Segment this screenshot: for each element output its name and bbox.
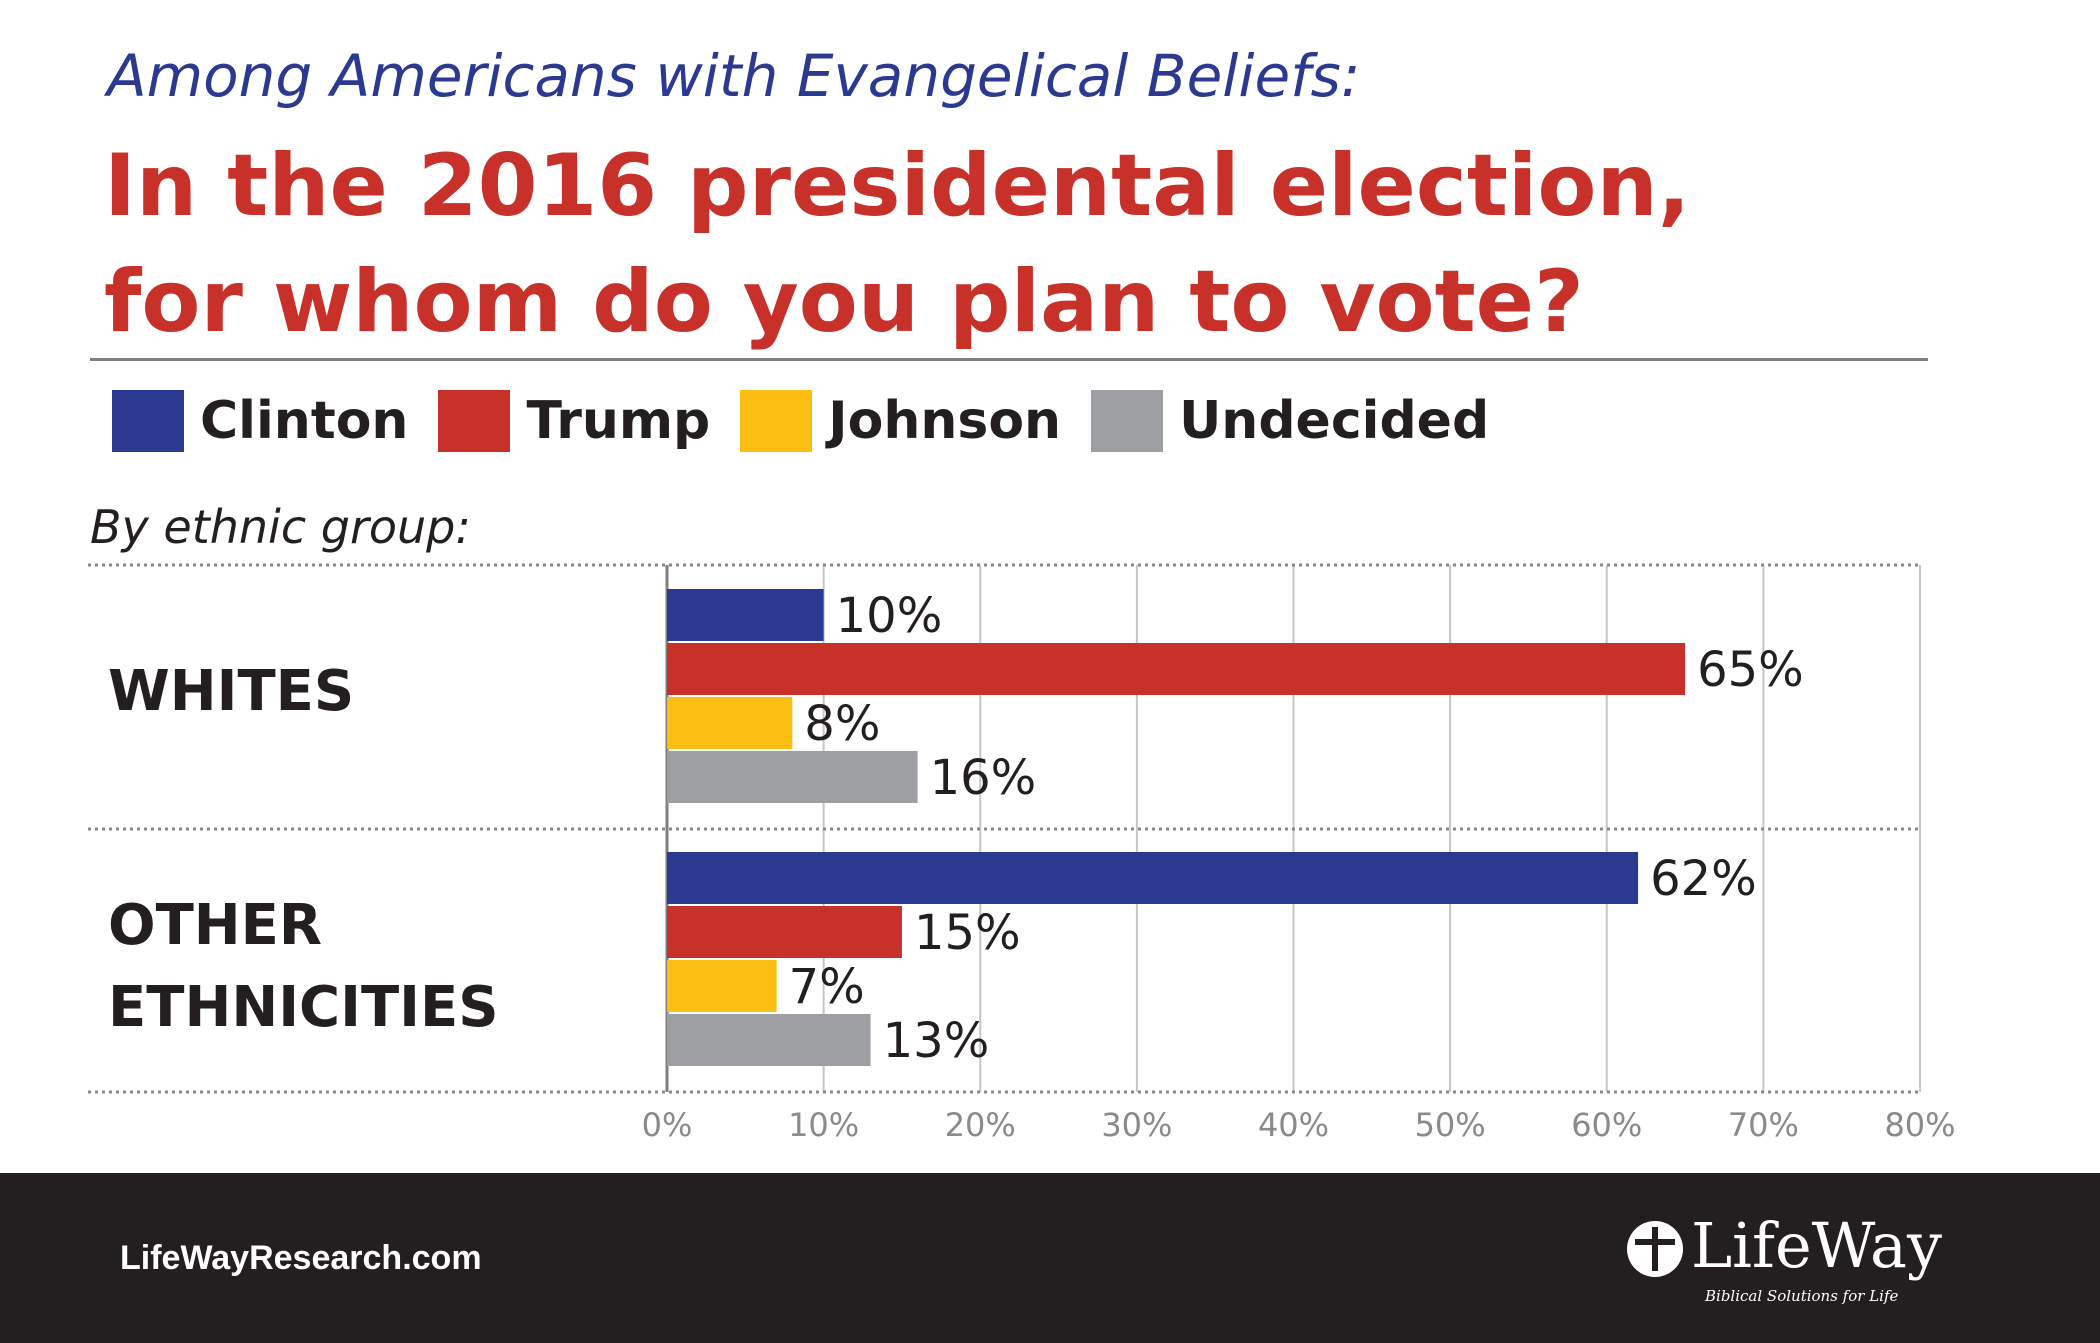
x-tick-label: 0%	[642, 1106, 693, 1144]
x-tick-label: 10%	[788, 1106, 859, 1144]
legend-label-johnson: Johnson	[828, 391, 1062, 451]
lifeway-logo: LifeWay Biblical Solutions for Life	[1625, 1209, 1942, 1313]
x-tick-label: 50%	[1415, 1106, 1486, 1144]
title-divider	[90, 358, 1928, 361]
bar-undecided-1	[667, 1014, 871, 1066]
bar-johnson-1	[667, 960, 777, 1012]
title-line-2: for whom do you plan to vote?	[104, 252, 1584, 352]
x-tick-label: 70%	[1728, 1106, 1799, 1144]
group-caption: By ethnic group:	[90, 500, 471, 554]
logo-mark-icon	[1627, 1221, 1683, 1277]
legend-item-clinton: Clinton	[112, 390, 408, 452]
bar-undecided-0	[667, 751, 918, 803]
legend-label-undecided: Undecided	[1179, 391, 1490, 451]
footer: LifeWayResearch.com LifeWay Biblical Sol…	[0, 1173, 2100, 1343]
data-label: 16%	[930, 750, 1037, 806]
chart-subtitle: Among Americans with Evangelical Beliefs…	[107, 42, 1361, 110]
footer-url: LifeWayResearch.com	[120, 1239, 482, 1277]
category-label-whites: WHITES	[108, 659, 354, 724]
logo-wordmark: LifeWay	[1691, 1209, 1942, 1282]
x-tick-label: 30%	[1101, 1106, 1172, 1144]
data-label: 62%	[1650, 851, 1757, 907]
x-tick-label: 20%	[945, 1106, 1016, 1144]
category-label-line: ETHNICITIES	[108, 975, 499, 1040]
bar-chart: 10% 65% 8% 16% 62% 15% 7% 13% WHITES OTHER ETHNIC…	[88, 563, 1956, 1144]
x-tick-label: 40%	[1258, 1106, 1329, 1144]
bar-clinton-1	[667, 852, 1639, 904]
data-label: 10%	[836, 588, 943, 644]
category-label-line: OTHER	[108, 893, 322, 958]
x-tick-label: 60%	[1571, 1106, 1642, 1144]
data-label: 7%	[789, 959, 865, 1015]
bar-trump-0	[667, 643, 1686, 695]
category-labels: WHITES OTHER ETHNICITIES	[108, 659, 499, 1040]
data-label: 15%	[914, 905, 1021, 961]
legend-item-trump: Trump	[438, 390, 710, 452]
bar-johnson-0	[667, 697, 793, 749]
logo-tagline: Biblical Solutions for Life	[1705, 1287, 1899, 1305]
legend-swatch-johnson	[740, 390, 813, 452]
chart-title: In the 2016 presidental election, for wh…	[104, 128, 1954, 360]
bars: 10% 65% 8% 16% 62% 15% 7% 13%	[667, 588, 1804, 1069]
legend-label-clinton: Clinton	[200, 391, 409, 451]
x-tick-labels: 0% 10% 20% 30% 40% 50% 60% 70% 80%	[642, 1106, 1956, 1144]
legend: Clinton Trump Johnson Undecided	[112, 390, 1519, 452]
category-label-other-ethnicities: OTHER ETHNICITIES	[108, 893, 499, 1040]
legend-swatch-clinton	[112, 390, 184, 452]
legend-item-johnson: Johnson	[740, 390, 1061, 452]
legend-swatch-undecided	[1091, 390, 1164, 452]
legend-swatch-trump	[438, 390, 511, 452]
data-label: 65%	[1697, 642, 1804, 698]
bar-trump-1	[667, 906, 902, 958]
x-tick-label: 80%	[1884, 1106, 1955, 1144]
title-line-1: In the 2016 presidental election,	[104, 136, 1691, 236]
data-label: 8%	[804, 696, 880, 752]
bar-clinton-0	[667, 589, 824, 641]
legend-item-undecided: Undecided	[1091, 390, 1489, 452]
legend-label-trump: Trump	[526, 391, 711, 451]
gridlines	[88, 563, 1922, 1094]
data-label: 13%	[883, 1013, 990, 1069]
